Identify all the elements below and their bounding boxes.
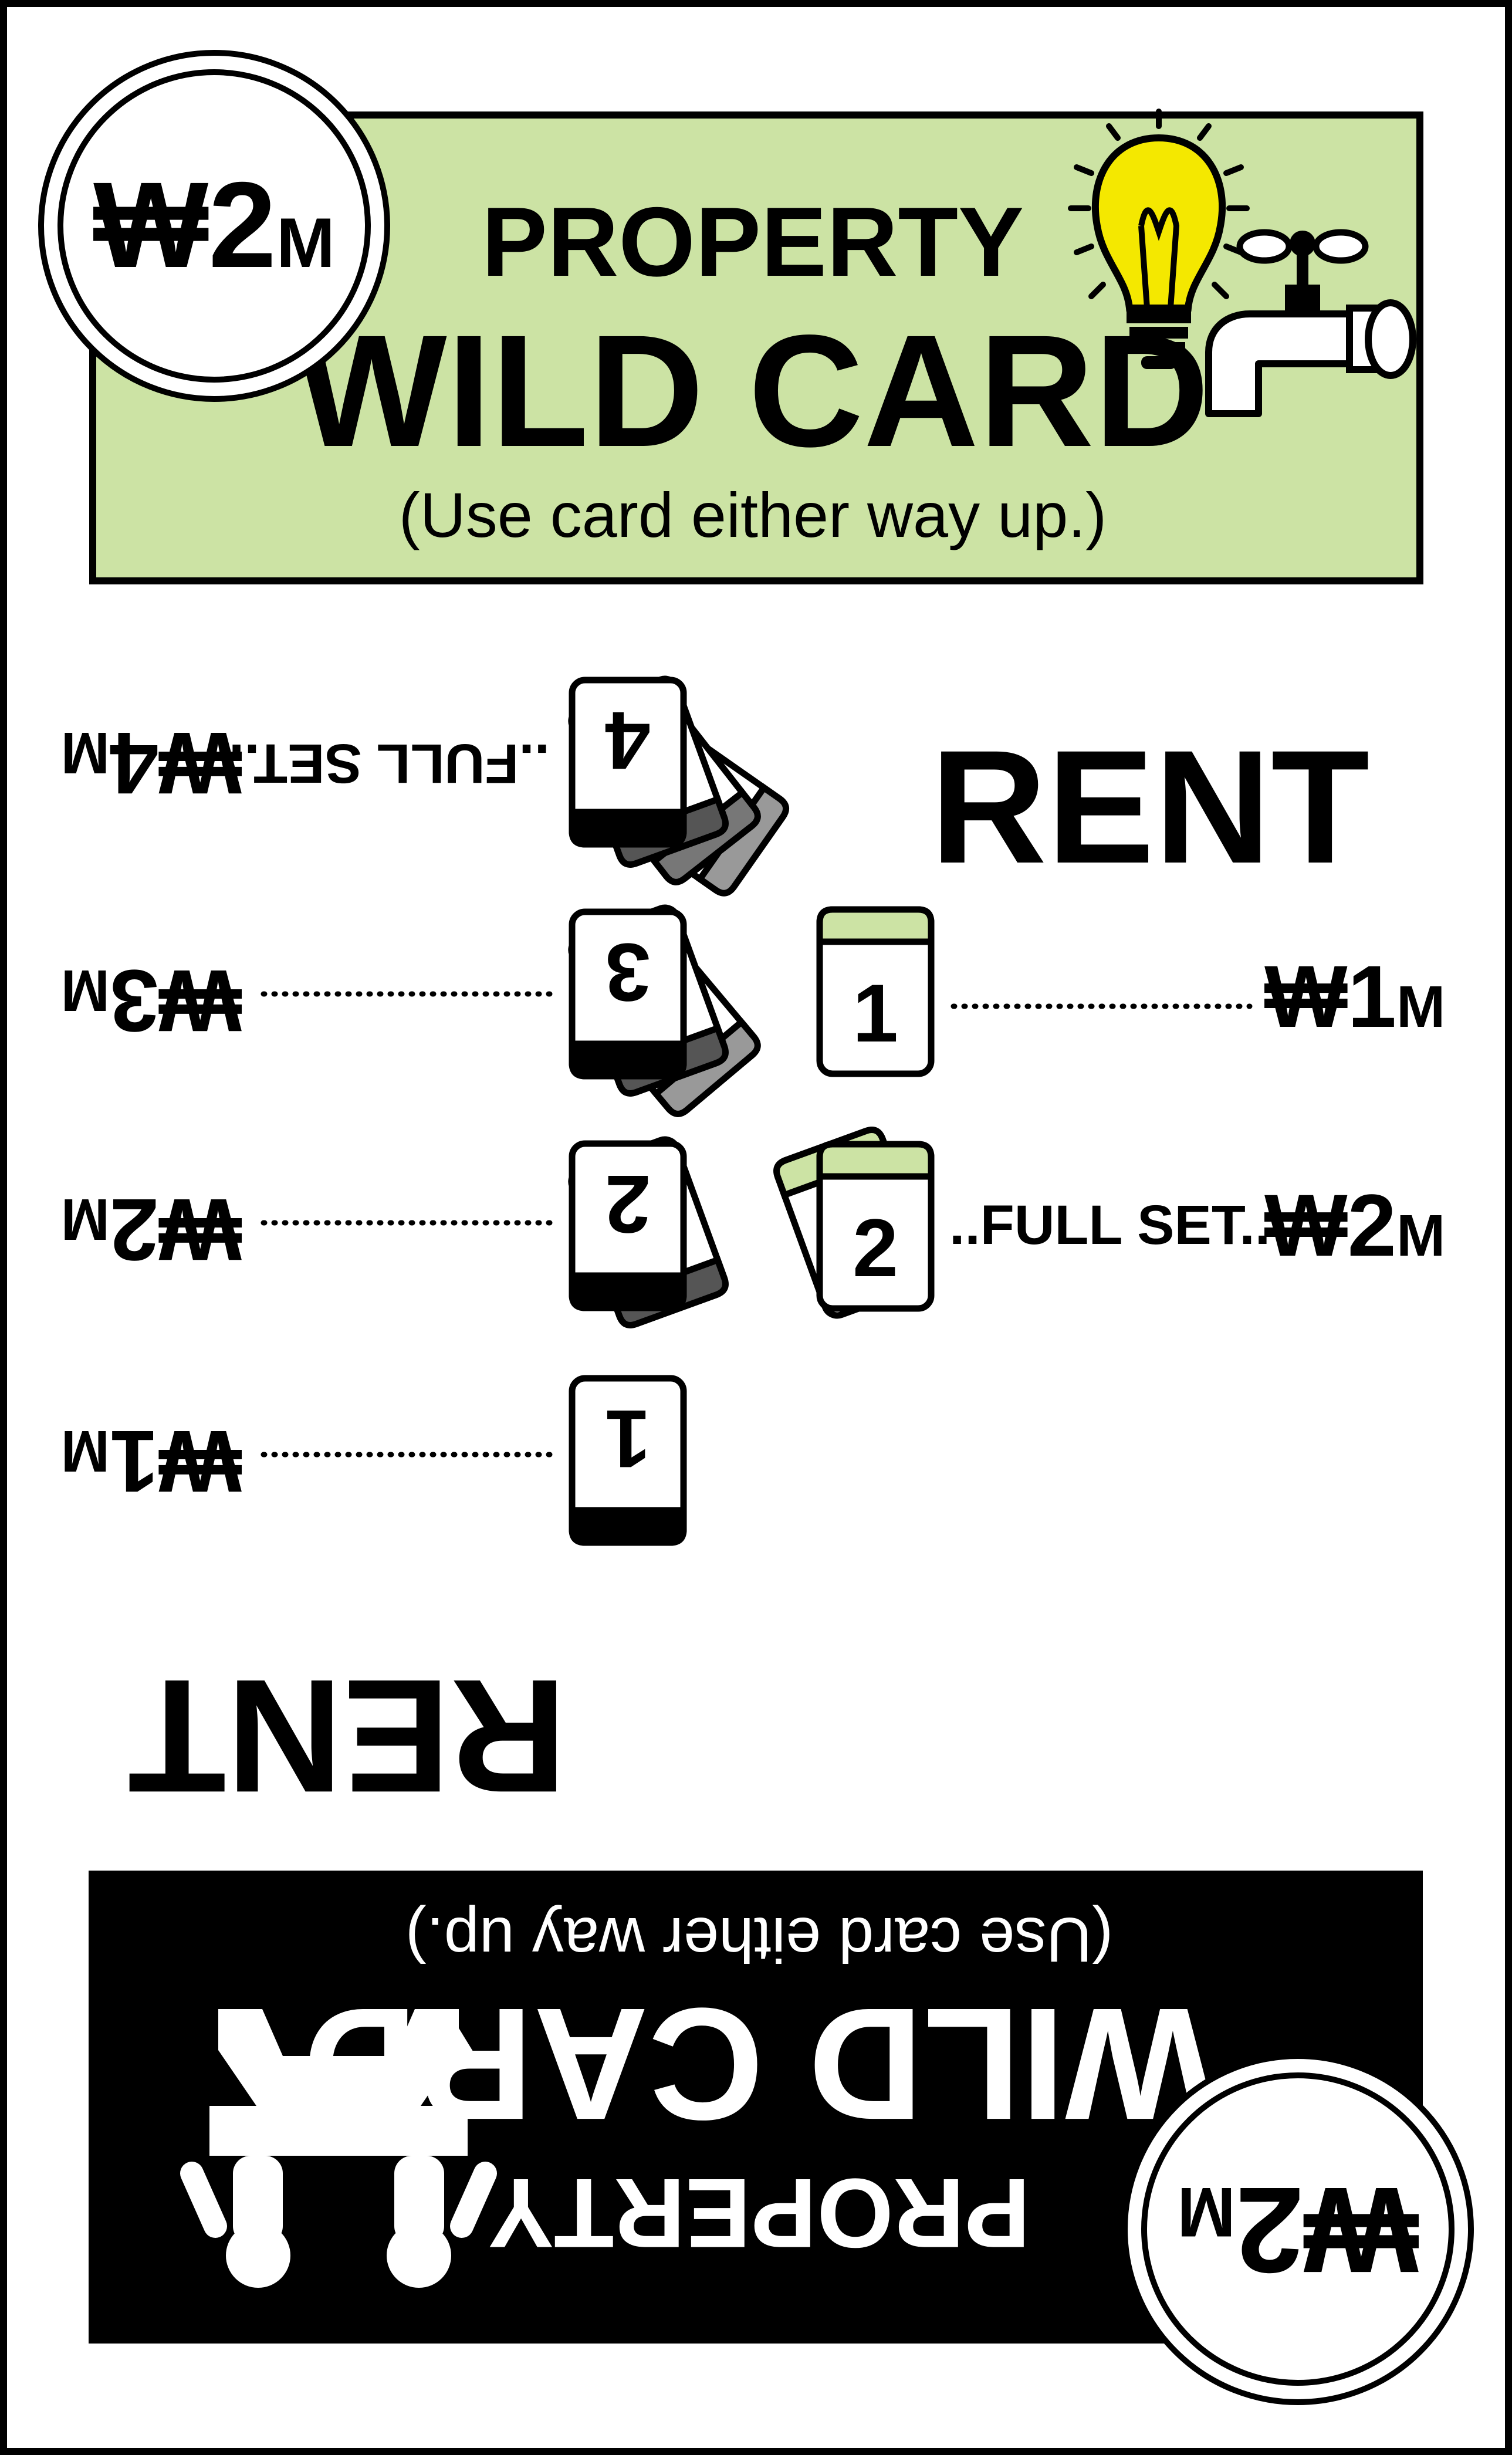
- grey-rent-2-unit: M: [61, 1186, 110, 1252]
- grey-card-count-1: 1: [605, 1393, 651, 1485]
- grey-row-1: 1 ₩1M: [61, 1375, 687, 1546]
- grey-rent-label: RENT: [128, 1646, 567, 1826]
- top-value-badge: ₩2M: [38, 50, 390, 402]
- light-bulb-icon: [1068, 109, 1250, 369]
- grey-card-count-3: 3: [605, 926, 651, 1019]
- green-row-1: 1 ₩1M: [816, 906, 1445, 1077]
- green-card-count-2: 2: [853, 1202, 898, 1294]
- grey-rent-4-unit: M: [61, 720, 110, 786]
- green-rent-1: ₩1: [1264, 947, 1396, 1046]
- grey-card-stack-1: 1: [569, 1375, 687, 1546]
- grey-full-set-4: ..FULL SET..: [229, 732, 550, 794]
- green-rent-2-unit: M: [1396, 1203, 1445, 1269]
- green-row-2: 2 ..FULL SET.. ₩2M: [773, 1127, 1445, 1319]
- top-instruction: (Use card either way up.): [399, 479, 1107, 550]
- top-header: PROPERTY WILD CARD (Use card either way …: [38, 50, 1423, 584]
- grey-rent-4: ₩4: [110, 714, 242, 813]
- grey-row-2: 2 ₩2M: [61, 1136, 729, 1328]
- green-rent-2: ₩2: [1264, 1176, 1396, 1274]
- green-card-stack-2: 2: [773, 1127, 935, 1319]
- svg-text:₩1M: ₩1M: [61, 1412, 242, 1511]
- top-title: WILD CARD: [296, 302, 1209, 480]
- grey-card-stack-2: 2: [568, 1136, 729, 1328]
- green-rent-label: RENT: [931, 717, 1370, 897]
- station-icon: [180, 2009, 497, 2288]
- svg-text:₩4M: ₩4M: [61, 714, 242, 813]
- svg-text:₩2M: ₩2M: [1264, 1176, 1445, 1274]
- svg-text:₩2M: ₩2M: [93, 157, 335, 293]
- svg-text:₩1M: ₩1M: [1264, 947, 1445, 1046]
- grey-row-4: 4 ..FULL SET.. ₩4M: [61, 675, 790, 897]
- grey-rent-section: RENT 1 ₩1M 2: [61, 675, 1474, 2405]
- grey-card-stack-4: 4: [568, 675, 790, 897]
- water-tap-icon: [1205, 229, 1416, 417]
- top-value: ₩2: [93, 157, 276, 293]
- svg-text:₩2M: ₩2M: [1177, 2162, 1419, 2298]
- grey-rent-1-unit: M: [61, 1418, 110, 1484]
- grey-card-stack-3: 3: [568, 904, 761, 1117]
- top-value-unit: M: [276, 204, 335, 282]
- green-card-stack-1: 1: [816, 906, 935, 1077]
- grey-row-3: 3 ₩3M: [61, 904, 761, 1117]
- bottom-value-badge: ₩2M: [1122, 2053, 1474, 2405]
- grey-rent-2: ₩2: [110, 1181, 242, 1279]
- green-rent-1-unit: M: [1396, 974, 1445, 1040]
- svg-text:₩3M: ₩3M: [61, 952, 242, 1050]
- grey-card-count-4: 4: [605, 695, 651, 787]
- green-full-set-2: ..FULL SET..: [949, 1194, 1270, 1256]
- grey-rent-3-unit: M: [61, 958, 110, 1023]
- bottom-value: ₩2: [1236, 2162, 1419, 2298]
- top-category: PROPERTY: [482, 187, 1024, 297]
- green-rent-table: 1 ₩1M 2 ..FULL SET.. ₩2M: [773, 906, 1445, 1319]
- bottom-instruction: (Use card either way up.): [405, 1905, 1113, 1976]
- svg-text:₩2M: ₩2M: [61, 1181, 242, 1279]
- bottom-category: PROPERTY: [488, 2158, 1030, 2268]
- bottom-value-unit: M: [1177, 2173, 1236, 2251]
- green-card-count-1: 1: [853, 967, 898, 1059]
- grey-rent-3: ₩3: [110, 952, 242, 1050]
- grey-rent-1: ₩1: [110, 1412, 242, 1511]
- bottom-header: PROPERTY WILD CARD (Use card either way …: [89, 1871, 1474, 2405]
- grey-card-count-2: 2: [605, 1158, 651, 1250]
